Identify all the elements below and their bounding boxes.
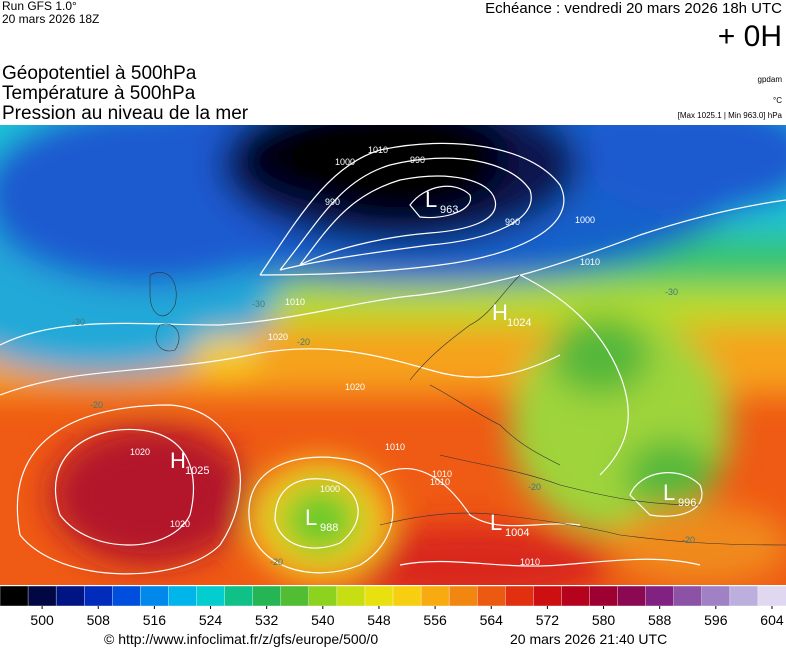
scale-tick-label: 532 [255,612,279,628]
isobar-label: 1020 [170,519,190,529]
scale-tick-label: 580 [592,612,616,628]
temperature-label: -20 [270,557,283,567]
forecast-offset: + 0H [717,20,782,53]
temperature-label: -20 [90,400,103,410]
temperature-label: -20 [297,337,310,347]
scale-cell [673,586,703,607]
scale-cell [224,586,254,607]
scale-tick-label: 500 [30,612,54,628]
scale-cell [392,586,422,607]
isobar-label: 1020 [130,447,150,457]
temperature-label: -30 [665,287,678,297]
center-letter: L [425,187,437,212]
scale-cell [308,586,338,607]
isobar-label: 1010 [385,442,405,452]
scale-cell [505,586,535,607]
scale-tick-label: 548 [367,612,391,628]
scale-cell [561,586,591,607]
scale-tick-label: 556 [423,612,447,628]
forecast-time: Echéance : vendredi 20 mars 2026 18h UTC [485,0,782,17]
scale-tick-label: 572 [536,612,560,628]
center-letter: L [663,480,675,505]
scale-cell [448,586,478,607]
generation-time: 20 mars 2026 21:40 UTC [510,631,668,647]
center-pressure: 963 [440,204,458,216]
scale-cell [27,586,57,607]
isobar-label: 1000 [335,157,355,167]
scale-cell [280,586,310,607]
color-scale: 500 508 516 524 532 540 548 556 564 572 580 588 596 6… [0,586,786,628]
isobar-label: 1000 [575,215,595,225]
temperature-label: -20 [682,535,695,545]
center-pressure: 1025 [185,465,209,477]
isobar-label: 990 [325,197,340,207]
scale-cell [533,586,563,607]
scale-cell [55,586,85,607]
isobars [0,142,786,575]
isobar-label: 1000 [320,484,340,494]
scale-tick-label: 588 [648,612,672,628]
center-pressure: 1024 [507,317,531,329]
title: Pression au niveau de la mer [2,103,249,124]
temperature-label: -30 [252,299,265,309]
title: Température à 500hPa [2,83,196,104]
coastlines [149,272,786,546]
isobar-label: 1010 [285,297,305,307]
scale-cell [196,586,226,607]
center-letter: H [492,300,508,325]
isobar-label: 990 [505,217,520,227]
isobar-label: 1010 [520,557,540,567]
temp-unit: °C [773,96,782,105]
scale-tick-label: 564 [480,612,504,628]
isobar-label: 1020 [268,332,288,342]
center-letter: L [305,505,317,530]
title: Géopotentiel à 500hPa [2,63,197,84]
scale-cell [168,586,198,607]
scale-tick-label: 508 [87,612,111,628]
scale-cell [757,586,786,607]
temperature-label: -20 [528,482,541,492]
scale-cell [336,586,366,607]
scale-cell [364,586,394,607]
scale-cell [140,586,170,607]
center-letter: H [170,448,186,473]
temperature-label: -30 [72,317,85,327]
scale-cell [701,586,731,607]
scale-cell [252,586,282,607]
scale-tick-label: 516 [143,612,167,628]
center-pressure: 1004 [505,527,529,539]
scale-cell [645,586,675,607]
scale-cell [420,586,450,607]
isobar-label: 1010 [580,257,600,267]
isobar-label: 1010 [432,469,452,479]
run-label: Run GFS 1.0° [2,0,77,13]
isobar-label: 990 [410,155,425,165]
scale-cell [729,586,759,607]
scale-cell [589,586,619,607]
scale-tick-label: 596 [704,612,728,628]
source-url[interactable]: © http://www.infoclimat.fr/z/gfs/europe/… [104,631,379,647]
center-letter: L [490,510,502,535]
scale-cell [84,586,113,607]
scale-tick-label: 604 [760,612,784,628]
isobar-label: 1020 [345,382,365,392]
isobar-label: 1010 [368,145,388,155]
center-pressure: 996 [678,497,696,509]
scale-cell [112,586,142,607]
pressure-info: [Max 1025.1 | Min 963.0] hPa [677,111,782,120]
scale-tick-label: 540 [311,612,335,628]
center-pressure: 988 [320,522,338,534]
units-label: gpdam [757,75,782,84]
run-date: 20 mars 2026 18Z [2,12,100,26]
isobar-label: 1010 [430,477,450,487]
scale-cell [477,586,506,607]
scale-cell [0,586,29,607]
scale-tick-label: 524 [199,612,223,628]
scale-cell [617,586,647,607]
